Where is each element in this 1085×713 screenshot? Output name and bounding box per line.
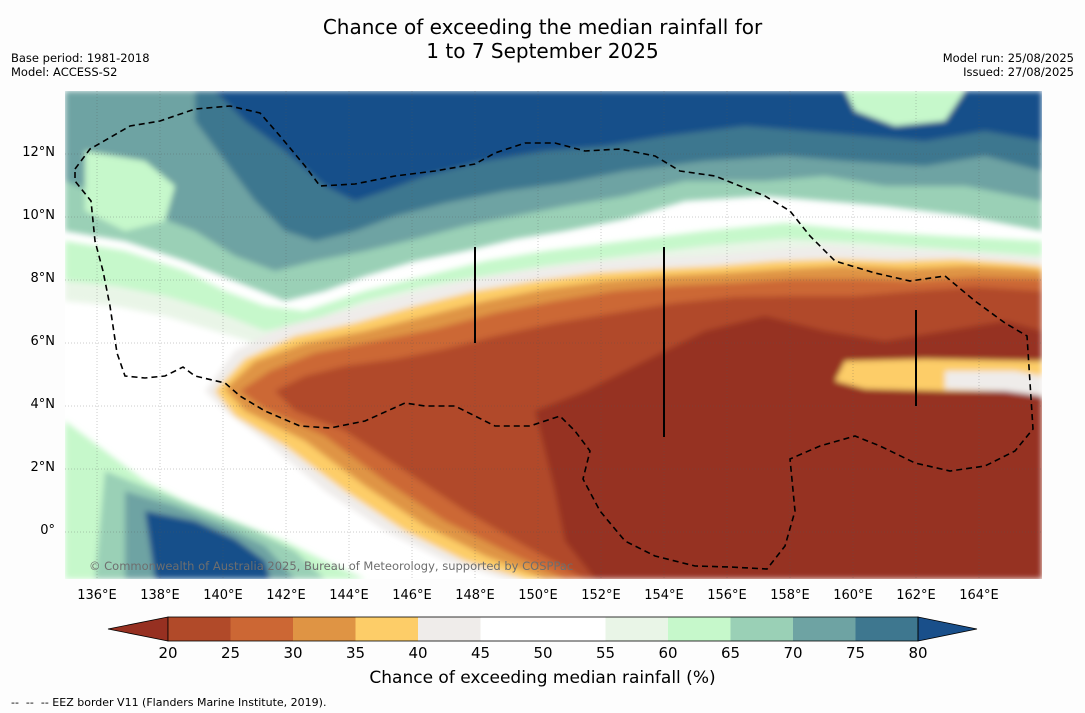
colorbar-tick-label: 75 bbox=[845, 644, 866, 662]
x-tick-142e: 142°E bbox=[266, 588, 306, 603]
colorbar-segment bbox=[418, 617, 481, 641]
colorbar-segment bbox=[730, 617, 793, 641]
colorbar-frame bbox=[167, 616, 919, 642]
x-tick-156e: 156°E bbox=[707, 588, 747, 603]
colorbar-tick-label: 20 bbox=[158, 644, 178, 662]
rainfall-map[interactable] bbox=[65, 91, 1042, 579]
colorbar-segment bbox=[855, 617, 918, 641]
x-tick-136e: 136°E bbox=[77, 588, 117, 603]
probability-field bbox=[65, 91, 1042, 579]
x-tick-148e: 148°E bbox=[455, 588, 495, 603]
y-tick-4n: 4°N bbox=[30, 397, 56, 412]
colorbar-tick-label: 35 bbox=[345, 644, 366, 662]
colorbar-tick-label: 25 bbox=[220, 644, 241, 662]
x-tick-160e: 160°E bbox=[833, 588, 873, 603]
graticule bbox=[65, 91, 1042, 579]
colorbar-tick-label: 60 bbox=[658, 644, 678, 662]
copyright-credit: © Commonwealth of Australia 2025, Bureau… bbox=[89, 559, 574, 573]
y-tick-8n: 8°N bbox=[30, 271, 56, 286]
y-tick-0: 0° bbox=[40, 523, 55, 538]
colorbar-extend-low bbox=[107, 616, 169, 642]
colorbar-segment bbox=[605, 617, 668, 641]
x-tick-162e: 162°E bbox=[896, 588, 936, 603]
colorbar-segment bbox=[168, 617, 231, 641]
x-tick-152e: 152°E bbox=[581, 588, 621, 603]
x-tick-154e: 154°E bbox=[644, 588, 684, 603]
colorbar-extend-high bbox=[917, 616, 978, 642]
x-tick-150e: 150°E bbox=[518, 588, 558, 603]
colorbar-tick-label: 80 bbox=[908, 644, 928, 662]
issued-date: Issued: 27/08/2025 bbox=[963, 65, 1074, 79]
colorbar-tick-label: 65 bbox=[720, 644, 741, 662]
x-tick-140e: 140°E bbox=[203, 588, 243, 603]
colorbar-segment bbox=[355, 617, 418, 641]
colorbar-tick-label: 55 bbox=[595, 644, 616, 662]
map-title-line-2: 1 to 7 September 2025 bbox=[426, 39, 659, 63]
y-tick-10n: 10°N bbox=[22, 208, 55, 223]
x-tick-164e: 164°E bbox=[959, 588, 999, 603]
eez-legend-note: -- -- -- EEZ border V11 (Flanders Marine… bbox=[11, 696, 327, 709]
colorbar-tick-label: 40 bbox=[408, 644, 428, 662]
y-tick-6n: 6°N bbox=[30, 334, 56, 349]
x-tick-158e: 158°E bbox=[770, 588, 810, 603]
base-period: Base period: 1981-2018 bbox=[11, 51, 150, 65]
colorbar-tick-label: 50 bbox=[533, 644, 553, 662]
rainfall-map-canvas bbox=[65, 91, 1042, 579]
colorbar-segment bbox=[230, 617, 293, 641]
colorbar-segment bbox=[793, 617, 856, 641]
x-tick-146e: 146°E bbox=[392, 588, 432, 603]
colorbar-segment bbox=[543, 617, 606, 641]
map-title-line-1: Chance of exceeding the median rainfall … bbox=[322, 15, 763, 39]
colorbar-segment bbox=[668, 617, 731, 641]
colorbar-segment bbox=[293, 617, 356, 641]
y-tick-2n: 2°N bbox=[30, 460, 56, 475]
colorbar-tick-label: 45 bbox=[470, 644, 491, 662]
colorbar-segment bbox=[480, 617, 543, 641]
y-tick-12n: 12°N bbox=[22, 145, 55, 160]
colorbar-title: Chance of exceeding median rainfall (%) bbox=[369, 668, 716, 688]
colorbar-tick-label: 30 bbox=[283, 644, 303, 662]
x-tick-138e: 138°E bbox=[140, 588, 180, 603]
marker-lines bbox=[474, 247, 917, 437]
x-tick-144e: 144°E bbox=[329, 588, 369, 603]
eez-border bbox=[74, 105, 1034, 570]
model-run-date: Model run: 25/08/2025 bbox=[942, 51, 1074, 65]
model-name: Model: ACCESS-S2 bbox=[11, 65, 118, 79]
colorbar-tick-label: 70 bbox=[783, 644, 803, 662]
